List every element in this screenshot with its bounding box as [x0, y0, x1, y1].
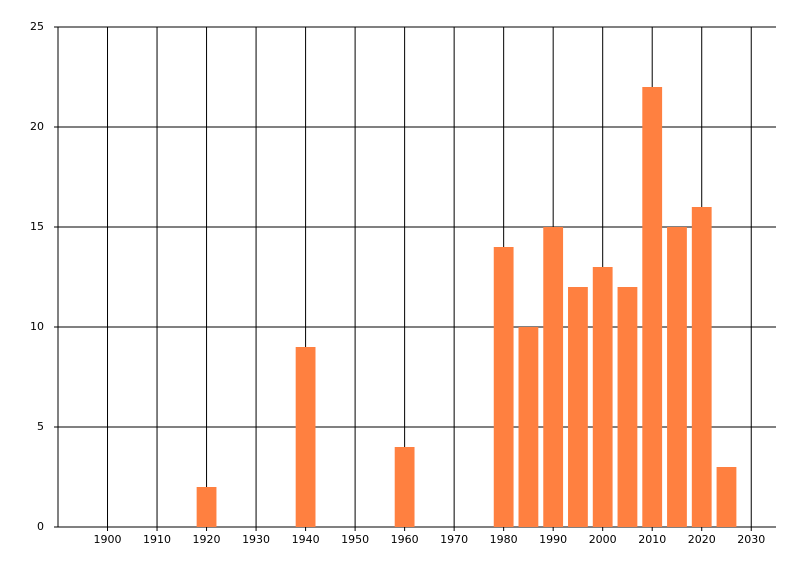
x-tick-label: 1940: [292, 533, 320, 546]
y-tick-label: 0: [37, 520, 44, 533]
x-tick-label: 1960: [391, 533, 419, 546]
bar: [568, 287, 588, 527]
x-tick-label: 1970: [440, 533, 468, 546]
bar: [394, 447, 415, 527]
x-tick-label: 2020: [688, 533, 716, 546]
x-tick-label: 1910: [143, 533, 171, 546]
x-tick-label: 1990: [539, 533, 567, 546]
bar: [493, 247, 514, 527]
y-tick-label: 5: [37, 420, 44, 433]
bar: [617, 287, 638, 527]
x-tick-label: 2000: [589, 533, 617, 546]
bar: [592, 267, 613, 527]
bar: [295, 347, 316, 527]
x-tick-label: 1920: [193, 533, 221, 546]
x-tick-label: 2010: [638, 533, 666, 546]
y-tick-label: 20: [30, 120, 44, 133]
y-tick-label: 10: [30, 320, 44, 333]
x-tick-label: 1900: [94, 533, 122, 546]
bar: [518, 327, 539, 527]
bar: [543, 227, 564, 527]
bar: [667, 227, 687, 527]
x-tick-label: 1930: [242, 533, 270, 546]
y-tick-label: 25: [30, 20, 44, 33]
bar: [196, 487, 217, 527]
x-tick-label: 1950: [341, 533, 369, 546]
x-tick-label: 2030: [737, 533, 765, 546]
x-tick-label: 1980: [490, 533, 518, 546]
bar: [691, 207, 712, 527]
bar: [716, 467, 737, 527]
bar: [642, 87, 663, 527]
y-tick-label: 15: [30, 220, 44, 233]
